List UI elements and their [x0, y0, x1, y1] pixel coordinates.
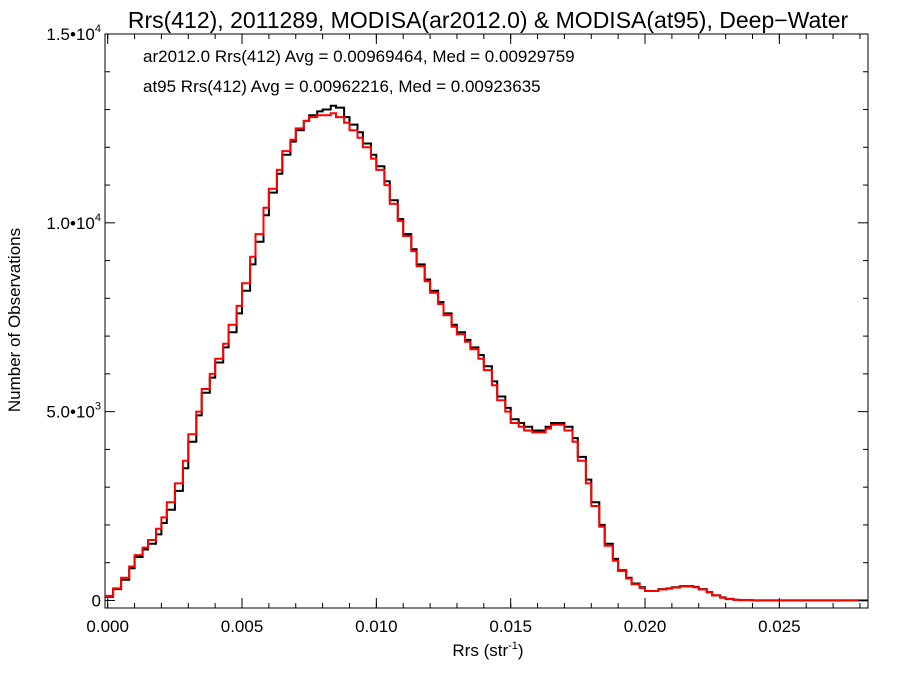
y-axis-label: Number of Observations: [5, 228, 24, 412]
x-tick-label: 0.010: [355, 617, 398, 636]
plot-area: [104, 33, 869, 609]
y-tick-label: 5.0•103: [46, 401, 101, 422]
series-line-1: [105, 112, 868, 602]
x-tick-label: 0.015: [489, 617, 532, 636]
chart-title: Rrs(412), 2011289, MODISA(ar2012.0) & MO…: [128, 7, 849, 33]
y-tick-label: 1.0•104: [46, 212, 101, 233]
y-axis-ticks: 0 5.0•103 1.0•104 1.5•104: [46, 23, 868, 610]
x-axis-label-exponent: -1: [508, 640, 518, 652]
annotation-ar2012: ar2012.0 Rrs(412) Avg = 0.00969464, Med …: [143, 47, 575, 66]
y-tick-label: 0: [92, 591, 101, 610]
x-axis-label: Rrs (str-1): [452, 640, 523, 660]
annotation-at95: at95 Rrs(412) Avg = 0.00962216, Med = 0.…: [143, 77, 541, 96]
x-axis-label-text: Rrs (str: [452, 641, 508, 660]
x-axis-ticks: 0.000 0.005 0.010 0.015 0.020 0.025: [86, 34, 861, 636]
x-axis-label-suffix: ): [518, 641, 524, 660]
x-tick-label: 0.005: [221, 617, 264, 636]
series-layer: [105, 104, 868, 602]
x-tick-label: 0.025: [758, 617, 801, 636]
x-tick-label: 0.020: [624, 617, 667, 636]
y-tick-label: 1.5•104: [46, 23, 101, 44]
x-tick-label: 0.000: [86, 617, 129, 636]
